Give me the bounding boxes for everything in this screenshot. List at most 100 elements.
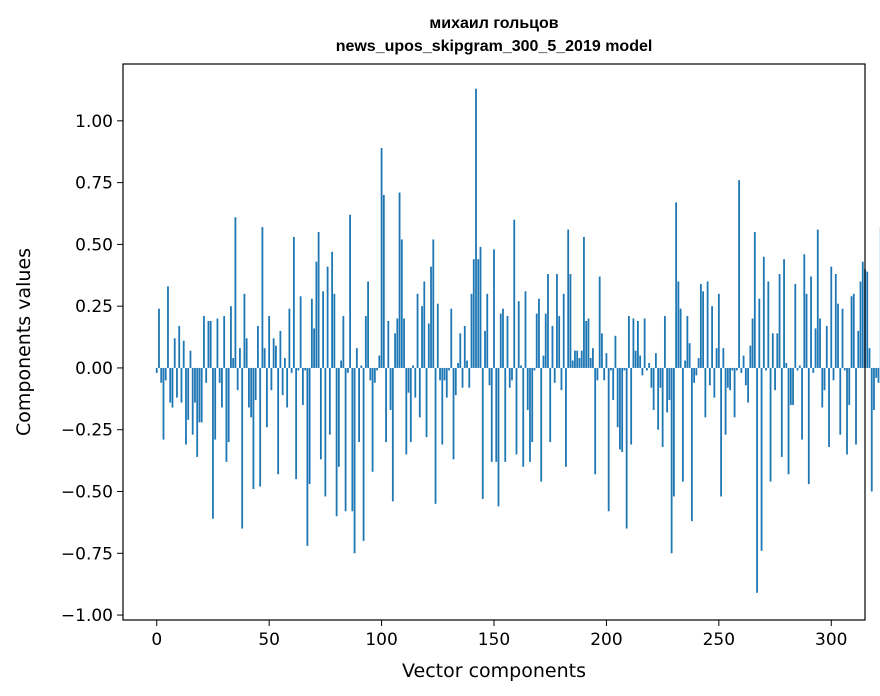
bar: [263, 348, 266, 368]
x-axis-label: Vector components: [402, 660, 586, 682]
bar: [738, 180, 740, 368]
bar: [373, 367, 376, 383]
bar: [380, 148, 383, 368]
bar: [706, 281, 709, 368]
y-tick-label: −0.75: [61, 544, 113, 564]
bar: [654, 353, 657, 368]
bar: [587, 318, 590, 368]
bar: [810, 276, 812, 368]
bar: [308, 367, 311, 485]
bar: [281, 367, 284, 396]
bar: [520, 365, 522, 368]
bar: [875, 367, 878, 378]
bar: [340, 360, 342, 368]
bar: [855, 367, 857, 445]
bar: [434, 367, 437, 504]
bar: [601, 333, 603, 368]
bar: [333, 293, 336, 368]
bar: [832, 367, 835, 381]
bar: [227, 367, 230, 443]
bar: [430, 266, 432, 368]
bar: [668, 367, 671, 401]
bar: [821, 367, 824, 408]
bar: [634, 350, 637, 368]
bar: [592, 348, 594, 368]
bar: [711, 306, 713, 368]
bar: [427, 323, 430, 368]
bar: [299, 296, 302, 368]
bar: [717, 293, 720, 368]
bar: [158, 308, 160, 368]
bar: [524, 291, 527, 368]
bar: [529, 367, 531, 462]
bar: [214, 367, 217, 440]
bar: [722, 348, 725, 368]
bar: [825, 325, 828, 368]
bar: [499, 313, 502, 368]
bar: [275, 345, 277, 368]
bar: [461, 367, 464, 388]
bar: [544, 313, 547, 368]
bar: [589, 358, 592, 368]
bar: [396, 318, 399, 368]
bar: [778, 274, 781, 368]
bar: [596, 367, 599, 381]
bar: [616, 367, 619, 428]
bar: [243, 293, 246, 368]
bar: [704, 367, 707, 418]
bar: [760, 367, 763, 551]
bar: [252, 367, 255, 490]
bar: [558, 316, 561, 368]
bar: [412, 365, 414, 368]
bar: [542, 355, 545, 368]
bar: [355, 348, 358, 368]
bar: [794, 283, 797, 368]
bar: [400, 239, 403, 368]
chart-title: михаил гольцов: [429, 15, 558, 32]
bar: [614, 335, 617, 368]
plot-frame: [122, 63, 866, 621]
bar: [445, 367, 448, 398]
bar: [526, 367, 529, 410]
bar: [162, 367, 165, 440]
bar: [328, 367, 331, 435]
bar: [780, 367, 783, 457]
bar: [765, 367, 767, 371]
bar: [477, 259, 480, 368]
bar: [758, 298, 761, 368]
bar: [742, 355, 745, 368]
bar: [578, 358, 581, 368]
bar: [472, 259, 475, 368]
bar: [679, 308, 682, 368]
bar: [254, 367, 257, 401]
bar: [259, 367, 262, 487]
bar: [670, 367, 673, 554]
x-tick-label: 300: [815, 630, 847, 650]
bar: [207, 321, 210, 368]
bar: [191, 367, 194, 435]
bar: [834, 274, 837, 368]
bar: [560, 367, 563, 391]
bar: [189, 350, 192, 368]
bar: [470, 293, 473, 368]
bar: [421, 306, 423, 368]
bar: [571, 360, 574, 368]
bar: [245, 338, 248, 368]
bar: [270, 367, 273, 391]
bar: [828, 367, 830, 448]
bar: [625, 367, 628, 529]
bar: [538, 298, 540, 368]
bar: [812, 367, 815, 373]
bar: [697, 358, 700, 368]
bar: [389, 367, 392, 410]
bar: [292, 236, 295, 368]
bar: [816, 229, 819, 368]
bar: [398, 192, 401, 368]
bar: [234, 217, 237, 368]
bar: [657, 367, 660, 430]
bar: [391, 367, 394, 502]
bar: [866, 271, 869, 368]
bar: [196, 367, 199, 457]
bar: [232, 358, 235, 368]
bar: [605, 353, 608, 368]
